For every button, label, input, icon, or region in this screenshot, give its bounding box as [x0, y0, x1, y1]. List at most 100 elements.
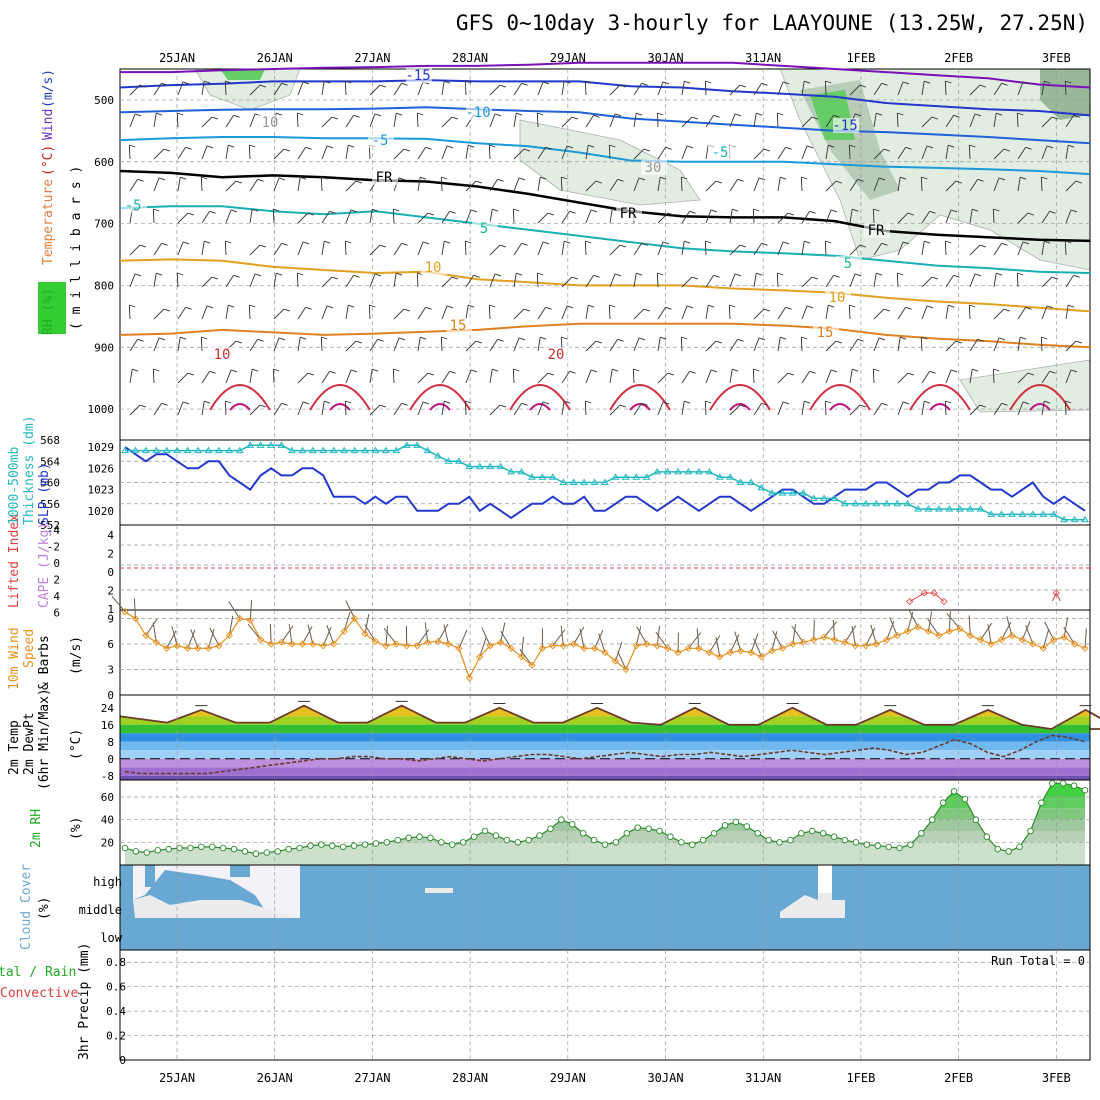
wind-barb [872, 368, 875, 384]
wind-barb [129, 339, 138, 352]
rh-point [721, 822, 729, 829]
wind-barb-flag [297, 112, 304, 116]
wind-point [131, 614, 140, 623]
wind-barb-flag [924, 80, 931, 84]
cape-tick: 2 [107, 548, 114, 561]
wind-barb [513, 177, 520, 192]
wind-barb [440, 336, 443, 352]
wind-barb-flag [137, 178, 144, 182]
wind-barb-flag [156, 112, 163, 116]
temp-tick: 8 [107, 736, 114, 749]
wind-barb [1065, 275, 1074, 288]
wind-barb [364, 614, 370, 634]
thickness-point [548, 473, 557, 480]
wind-barb [753, 308, 765, 320]
wind-barb [801, 241, 805, 256]
wind-barb [617, 650, 627, 670]
wind-barb [872, 208, 875, 224]
wind-barb-flag [153, 368, 160, 372]
wind-barb [734, 631, 742, 651]
wind-barb-flag [204, 80, 211, 84]
wind-barb [1064, 400, 1067, 416]
rh-point [1038, 799, 1045, 806]
wind-barb-flag [422, 401, 430, 405]
contour-label-bg [258, 115, 284, 130]
wind-barb-flag [345, 80, 352, 84]
humidity-shading [959, 359, 1091, 413]
wind-barb-flag [444, 400, 451, 404]
contour-label-bg [708, 145, 734, 160]
precip-tick: 0.2 [106, 1030, 126, 1043]
wind-barb-flag [691, 116, 699, 120]
li-point [930, 589, 938, 597]
wind-barb-flag [379, 84, 387, 88]
wind-barb [927, 611, 933, 632]
wind-barb-flag [489, 304, 496, 308]
rh-point [405, 834, 412, 842]
wind-barb-flag [761, 402, 768, 406]
rh-band [125, 783, 1085, 786]
wind-barb-flag [345, 400, 352, 404]
wind-barb-flag [686, 145, 694, 149]
wind-barb [851, 625, 856, 646]
li-tick: 0 [53, 557, 60, 570]
wind-barb [849, 244, 861, 256]
rh-point [372, 840, 380, 847]
temp-band [120, 733, 1090, 742]
wind-barb-flag [542, 241, 550, 245]
wind-barb-flag [1025, 146, 1032, 150]
wind-barb [489, 84, 501, 96]
wind-barb [201, 116, 213, 128]
wind-barb-flag [777, 272, 784, 276]
wind-barb [393, 243, 402, 256]
wind-point [288, 640, 296, 648]
wind-barb-flag [1065, 80, 1072, 84]
wind-barb [969, 84, 981, 96]
wind-barb [969, 209, 973, 224]
wind-barb-flag [588, 144, 595, 148]
temp-band [120, 775, 1090, 780]
wind-barb [537, 81, 544, 96]
wind-barb-flag [523, 148, 531, 152]
wind-point [277, 638, 286, 646]
wind-barb [873, 148, 885, 160]
wind-barb [1017, 147, 1026, 160]
wind-point [674, 648, 682, 657]
wind-barb-flag [518, 337, 526, 341]
wind-barb-flag [857, 338, 864, 342]
wind-barb [573, 626, 585, 645]
wind-barb [752, 368, 755, 384]
thickness-point [861, 499, 870, 507]
rh-point [459, 839, 467, 846]
wind-barb-flag [1003, 148, 1011, 152]
wind-barb-flag [545, 306, 552, 310]
wind-barb [561, 211, 570, 224]
rh-point [121, 844, 129, 852]
contour-label-bg [833, 118, 859, 133]
thickness-point [350, 446, 359, 454]
wind-barb [561, 371, 570, 384]
wind-barb-flag [689, 370, 696, 374]
wind-barb [772, 630, 783, 649]
wind-barb-flag [681, 336, 688, 340]
wind-point [246, 616, 254, 624]
wind-barb [369, 209, 373, 224]
wind-barb-flag [1044, 80, 1051, 84]
wind-barb [437, 623, 449, 642]
wind-barb [1041, 401, 1045, 416]
li-line [909, 592, 945, 602]
wind-barb [1041, 211, 1050, 224]
wind-barb [500, 622, 506, 643]
wind-barb [225, 180, 237, 192]
wind-barb [225, 115, 234, 128]
wind-barb [201, 371, 210, 384]
wind-barb-flag [945, 240, 952, 244]
wind-barb [224, 80, 227, 96]
thickness-point [225, 446, 234, 454]
thickness-point [559, 478, 568, 485]
wind-barb-flag [156, 272, 163, 276]
wind-barb [345, 115, 354, 128]
wind-barb-flag [713, 114, 720, 118]
wind-barb [729, 339, 738, 352]
rh-point [416, 833, 423, 840]
